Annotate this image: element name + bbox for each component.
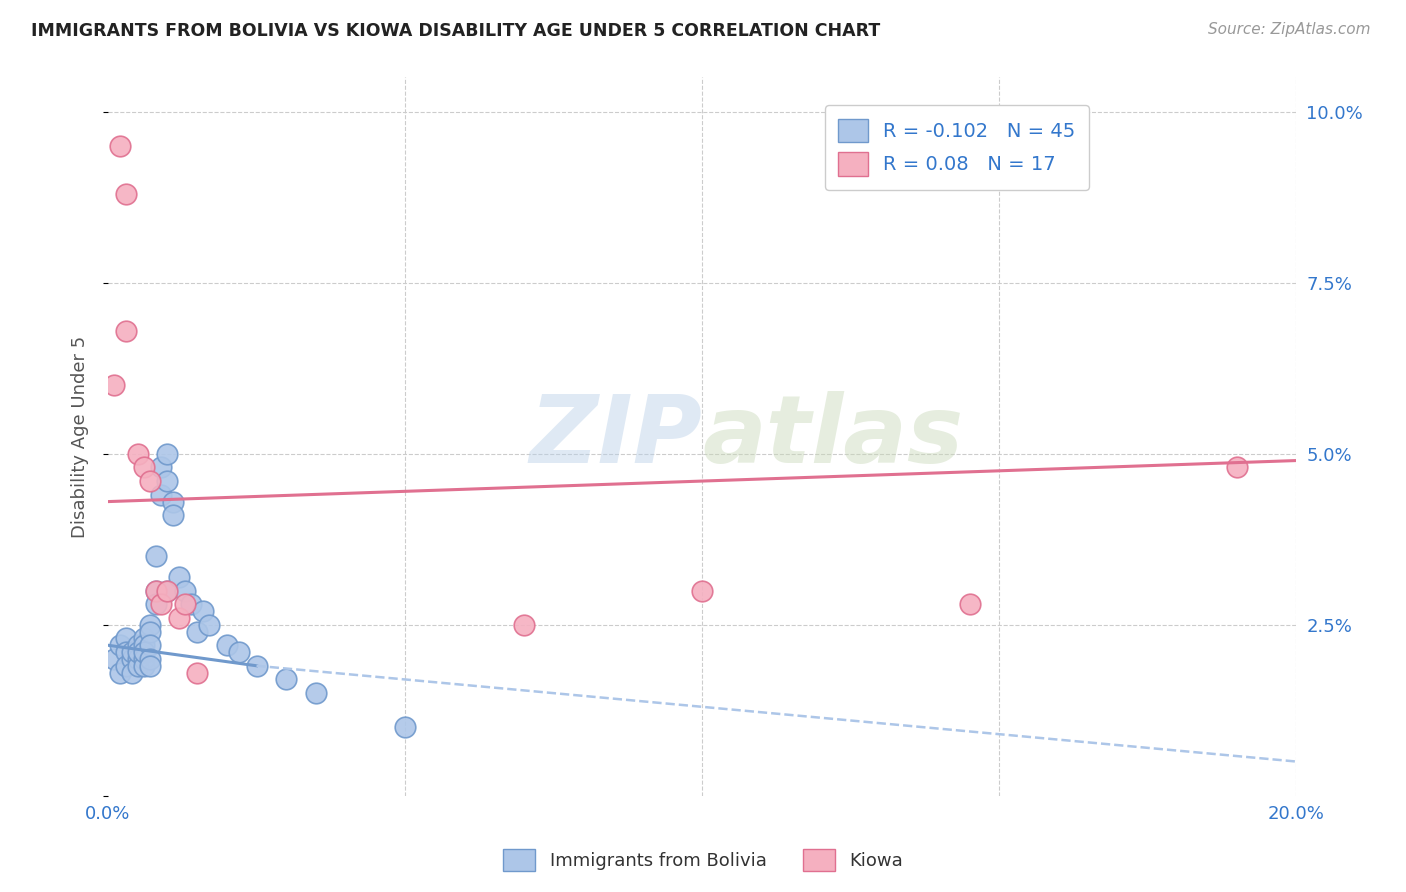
Point [138,617,160,632]
Point [174,597,197,611]
Point [145,583,167,598]
Text: atlas: atlas [702,391,963,483]
Point [150,597,173,611]
Point [162,494,184,508]
Point [114,645,136,659]
Point [156,583,179,598]
Point [132,632,155,646]
Point [127,658,149,673]
Point [127,447,149,461]
Text: Source: ZipAtlas.com: Source: ZipAtlas.com [1208,22,1371,37]
Point [127,652,149,666]
Text: ZIP: ZIP [529,391,702,483]
Point [114,632,136,646]
Point [156,447,179,461]
Point [156,583,179,598]
Point [108,638,131,652]
Point [305,686,328,700]
Point [121,665,143,680]
Point [138,658,160,673]
Point [174,583,197,598]
Point [191,604,214,618]
Point [145,583,167,598]
Point [132,652,155,666]
Point [169,570,191,584]
Y-axis label: Disability Age Under 5: Disability Age Under 5 [72,335,89,538]
Point [108,665,131,680]
Legend: Immigrants from Bolivia, Kiowa: Immigrants from Bolivia, Kiowa [495,842,911,879]
Point [169,611,191,625]
Point [121,652,143,666]
Point [145,597,167,611]
Point [103,378,125,392]
Point [1226,460,1249,475]
Point [215,638,238,652]
Point [138,638,160,652]
Point [132,645,155,659]
Point [132,460,155,475]
Point [132,638,155,652]
Point [127,645,149,659]
Text: IMMIGRANTS FROM BOLIVIA VS KIOWA DISABILITY AGE UNDER 5 CORRELATION CHART: IMMIGRANTS FROM BOLIVIA VS KIOWA DISABIL… [31,22,880,40]
Point [394,720,416,734]
Point [186,665,208,680]
Point [959,597,981,611]
Point [138,652,160,666]
Point [103,652,125,666]
Point [150,460,173,475]
Point [138,474,160,488]
Point [132,658,155,673]
Point [108,139,131,153]
Point [186,624,208,639]
Point [162,508,184,523]
Point [690,583,713,598]
Point [513,617,536,632]
Point [150,488,173,502]
Point [180,597,202,611]
Point [114,324,136,338]
Point [138,624,160,639]
Point [156,474,179,488]
Point [228,645,250,659]
Point [198,617,221,632]
Point [114,186,136,201]
Point [245,658,267,673]
Point [127,638,149,652]
Point [121,645,143,659]
Legend: R = -0.102   N = 45, R = 0.08   N = 17: R = -0.102 N = 45, R = 0.08 N = 17 [825,105,1090,189]
Point [114,658,136,673]
Point [145,549,167,564]
Point [276,673,298,687]
